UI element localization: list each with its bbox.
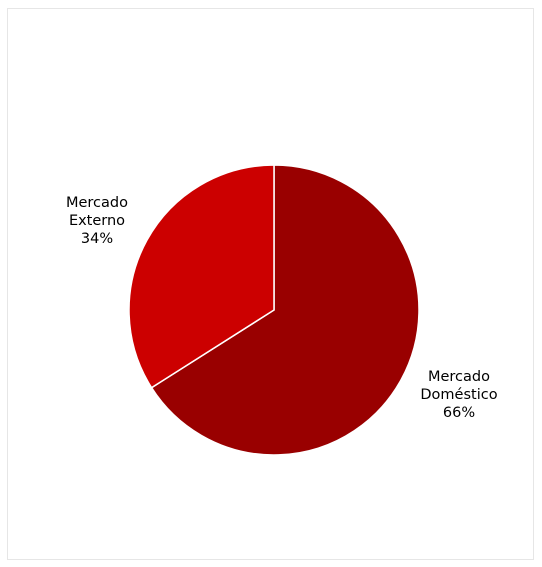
slice-label-line: Doméstico: [420, 387, 497, 403]
slice-label-line: 34%: [81, 231, 113, 247]
slice-label-line: Mercado: [428, 369, 490, 385]
slice-label-1: Mercado Doméstico 66%: [420, 369, 497, 421]
slice-label-line: Externo: [69, 213, 125, 229]
pie-slice-2: [128, 164, 275, 389]
slice-label-line: 66%: [443, 405, 475, 421]
slice-label-2: Mercado Externo 34%: [66, 195, 128, 247]
pie-slice-1: [150, 164, 420, 456]
slice-label-line: Mercado: [66, 195, 128, 211]
